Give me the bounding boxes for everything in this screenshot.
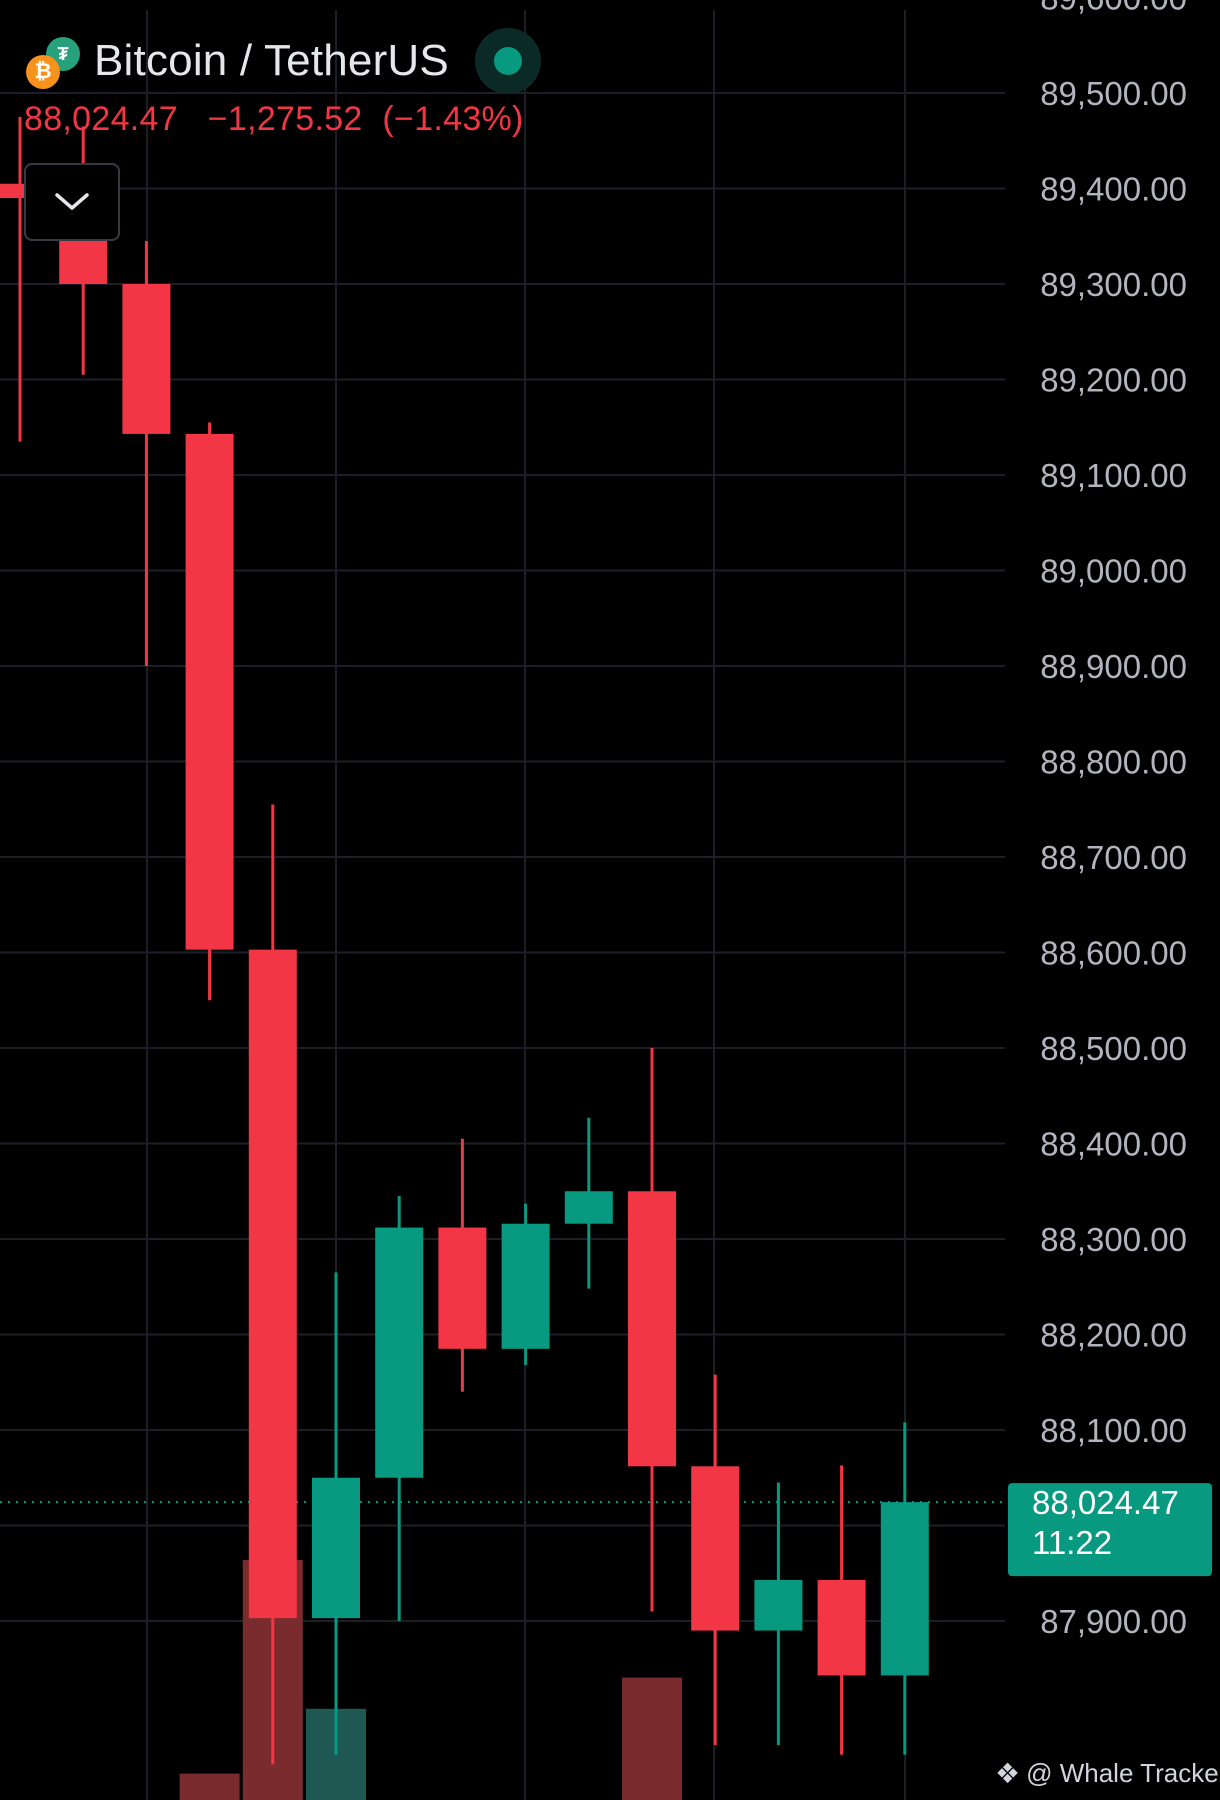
candle[interactable] bbox=[438, 1138, 487, 1392]
candle[interactable] bbox=[691, 1374, 740, 1746]
y-tick-label: 89,500.00 bbox=[1040, 75, 1187, 112]
y-tick-label: 89,000.00 bbox=[1040, 553, 1187, 590]
bitcoin-icon: ₿ bbox=[26, 55, 60, 89]
chevron-down-icon bbox=[55, 193, 89, 210]
candle[interactable] bbox=[880, 1422, 929, 1755]
y-tick-label: 87,900.00 bbox=[1040, 1603, 1187, 1640]
y-tick-label: 89,200.00 bbox=[1040, 362, 1187, 399]
candle-body bbox=[501, 1223, 550, 1349]
candle-body bbox=[248, 949, 297, 1619]
collapse-button[interactable] bbox=[24, 163, 120, 241]
price-change-row: 88,024.47 −1,275.52 (−1.43%) bbox=[24, 100, 541, 139]
watermark-text: @ Whale Tracker bbox=[1026, 1758, 1220, 1788]
pair-logo: ₮ ₿ bbox=[24, 33, 80, 89]
candle[interactable] bbox=[312, 1272, 360, 1755]
y-tick-label: 88,600.00 bbox=[1040, 935, 1187, 972]
candle-body bbox=[754, 1579, 803, 1631]
market-status-dot bbox=[493, 47, 522, 75]
y-tick-label: 88,500.00 bbox=[1040, 1030, 1187, 1067]
candle-body bbox=[691, 1466, 740, 1631]
price-axis[interactable]: 89,600.00 89,500.00 89,400.00 89,300.00 89,2… bbox=[1040, 0, 1187, 1640]
last-price-value: 88,024.47 bbox=[1032, 1484, 1179, 1521]
candle-body bbox=[817, 1579, 866, 1676]
candle-body bbox=[880, 1502, 929, 1676]
y-tick-label: 89,300.00 bbox=[1040, 266, 1187, 303]
y-tick-label: 88,400.00 bbox=[1040, 1126, 1187, 1163]
candle[interactable] bbox=[248, 804, 297, 1765]
candle-countdown: 11:22 bbox=[1032, 1524, 1112, 1561]
y-tick-label: 88,800.00 bbox=[1040, 744, 1187, 781]
candlesticks bbox=[0, 116, 929, 1765]
y-tick-label: 88,900.00 bbox=[1040, 648, 1187, 685]
candle[interactable] bbox=[501, 1203, 550, 1366]
y-tick-label: 89,400.00 bbox=[1040, 171, 1187, 208]
candle-body bbox=[185, 433, 234, 950]
candle-body bbox=[122, 284, 171, 434]
candle[interactable] bbox=[122, 241, 171, 666]
y-tick-label: 88,200.00 bbox=[1040, 1317, 1187, 1354]
candle-body bbox=[628, 1191, 676, 1467]
chart-header: ₮ ₿ Bitcoin / TetherUS 88,024.47 −1,275.… bbox=[24, 28, 541, 241]
candle-body bbox=[438, 1227, 487, 1349]
y-tick-label: 89,600.00 bbox=[1040, 0, 1187, 17]
volume-bar bbox=[179, 1773, 240, 1800]
price-change-percent: (−1.43%) bbox=[382, 100, 524, 138]
candle[interactable] bbox=[375, 1196, 424, 1621]
y-tick-label: 88,100.00 bbox=[1040, 1412, 1187, 1449]
candle-body bbox=[375, 1227, 424, 1478]
candle[interactable] bbox=[754, 1482, 803, 1746]
current-price: 88,024.47 bbox=[24, 100, 178, 138]
candle[interactable] bbox=[564, 1117, 613, 1289]
chart-grid bbox=[0, 10, 1005, 1800]
candle[interactable] bbox=[185, 422, 234, 1001]
y-tick-label: 88,300.00 bbox=[1040, 1221, 1187, 1258]
candle-body bbox=[312, 1477, 360, 1619]
symbol-title[interactable]: Bitcoin / TetherUS bbox=[94, 36, 449, 85]
candle[interactable] bbox=[628, 1048, 676, 1612]
candle-body bbox=[564, 1191, 613, 1224]
watermark: ❖ @ Whale Tracker bbox=[995, 1757, 1220, 1790]
market-status-dot-icon[interactable] bbox=[474, 28, 541, 94]
candle[interactable] bbox=[817, 1465, 866, 1755]
volume-bar bbox=[622, 1677, 682, 1800]
binance-icon: ❖ bbox=[995, 1758, 1021, 1789]
y-tick-label: 89,100.00 bbox=[1040, 457, 1187, 494]
symbol-title-row[interactable]: ₮ ₿ Bitcoin / TetherUS bbox=[24, 28, 541, 94]
price-change: −1,275.52 bbox=[207, 100, 363, 138]
last-price-label: 88,024.47 11:22 bbox=[1008, 1483, 1212, 1577]
y-tick-label: 88,700.00 bbox=[1040, 839, 1187, 876]
